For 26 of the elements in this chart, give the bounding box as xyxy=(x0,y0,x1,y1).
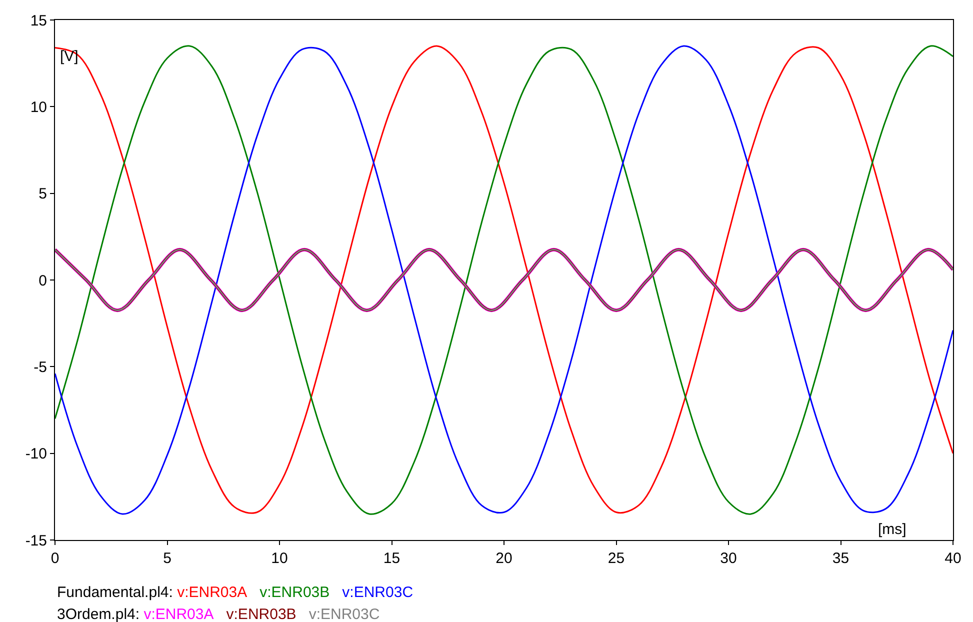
x-tick-label: 35 xyxy=(832,550,850,567)
y-tick-label: 15 xyxy=(30,12,47,30)
y-tick-label: -5 xyxy=(34,358,47,376)
text: v:ENR03B xyxy=(260,584,330,601)
y-tick-label: 5 xyxy=(38,186,47,203)
x-tick-label: 15 xyxy=(383,550,400,567)
x-tick-label: 10 xyxy=(271,550,288,567)
x-tick-label: 20 xyxy=(496,550,512,567)
y-axis-title: [V] xyxy=(60,48,78,65)
text: v:ENR03A xyxy=(177,584,248,601)
text: Fundamental.pl4: xyxy=(57,584,173,601)
y-tick-label: 0 xyxy=(38,272,47,290)
x-tick-label: 5 xyxy=(163,550,172,567)
y-tick-label: 10 xyxy=(30,98,47,116)
text: v:ENR03A xyxy=(144,606,214,622)
y-tick-label: -10 xyxy=(25,446,47,463)
x-tick-label: 25 xyxy=(608,550,625,567)
text: v:ENR03C xyxy=(308,606,380,622)
text: v:ENR03C xyxy=(342,584,414,601)
text: 3Ordem.pl4: xyxy=(57,606,140,622)
text: v:ENR03B xyxy=(226,606,296,622)
x-axis-title: [ms] xyxy=(878,521,906,538)
x-tick-label: 30 xyxy=(720,550,737,567)
x-tick-label: 40 xyxy=(944,550,962,567)
y-tick-label: -15 xyxy=(25,532,47,550)
x-tick-label: 0 xyxy=(50,550,60,567)
